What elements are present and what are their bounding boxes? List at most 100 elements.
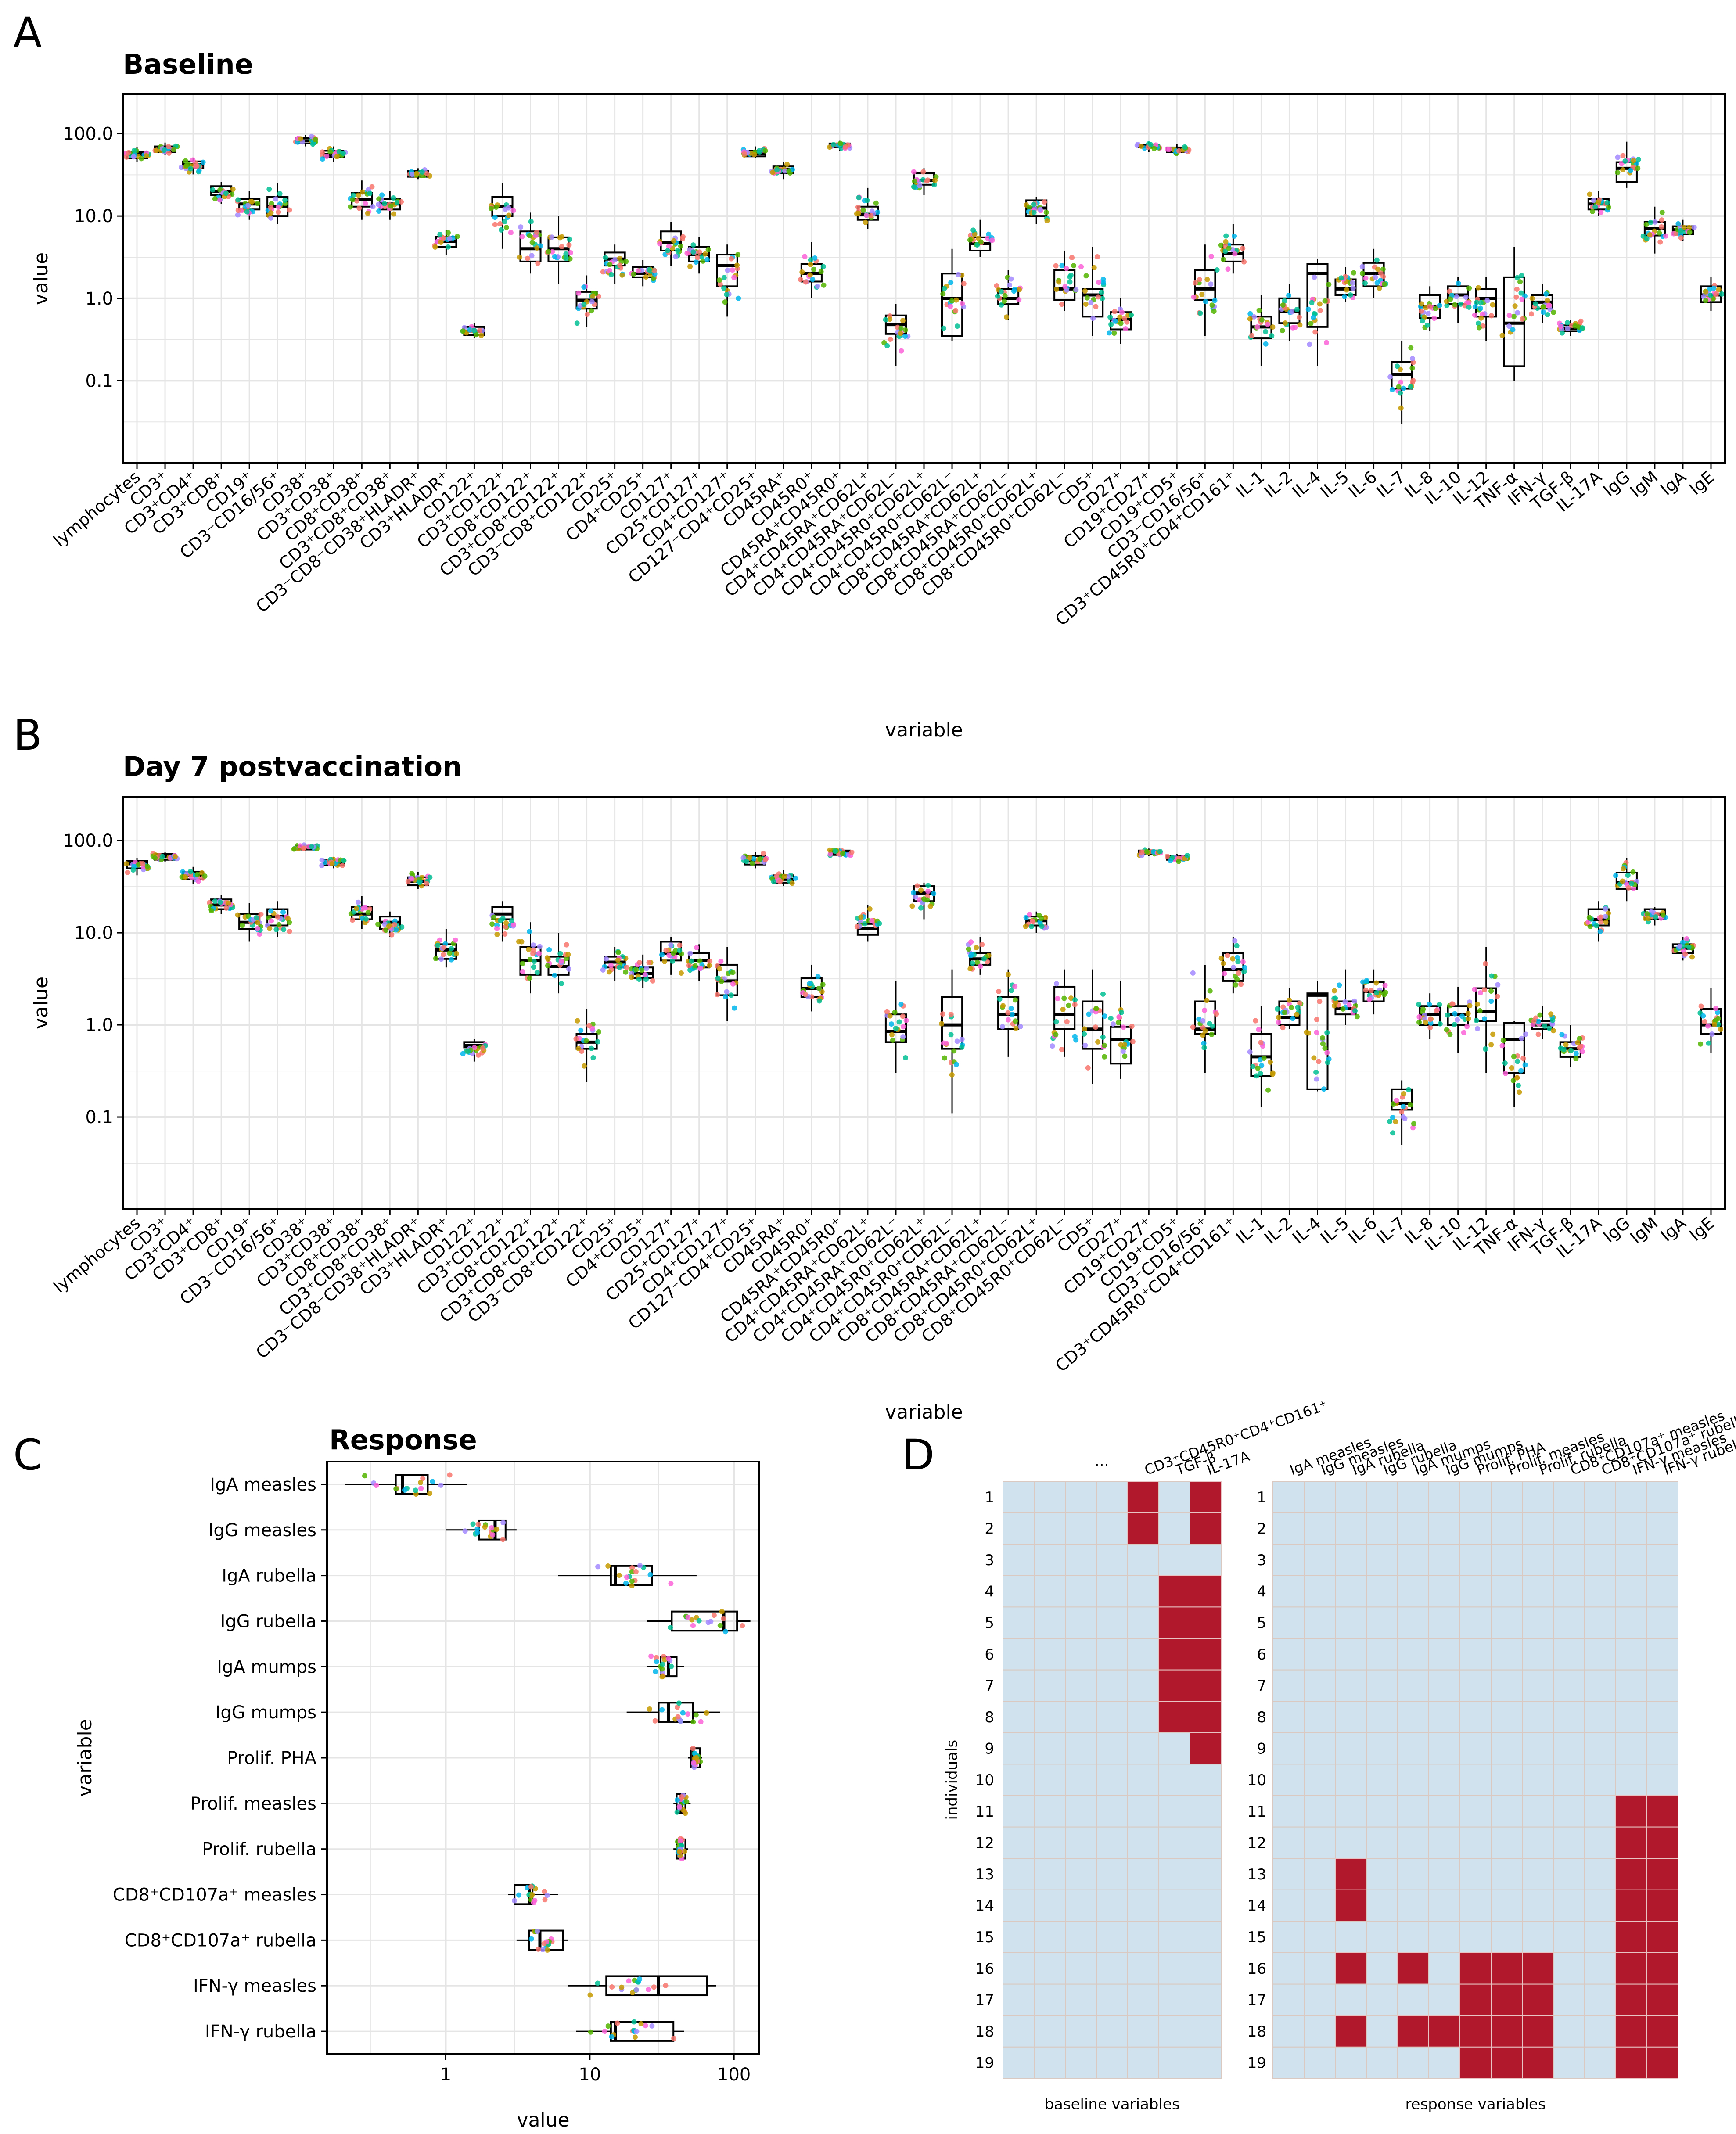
data-point [258, 911, 264, 917]
data-point [722, 299, 728, 305]
heatmap-cell-off [1096, 1606, 1128, 1639]
data-point [369, 184, 375, 190]
data-point [924, 178, 930, 184]
heatmap-cell-off [1522, 1575, 1554, 1608]
data-point [784, 162, 790, 167]
data-point [1263, 341, 1269, 347]
data-point [676, 1700, 682, 1706]
data-point [968, 939, 974, 945]
data-point [702, 251, 708, 257]
heatmap-row-label: 7 [1257, 1677, 1266, 1695]
y-tick-label: Prolif. rubella [202, 1839, 316, 1860]
data-point [989, 237, 995, 243]
data-point [447, 236, 453, 241]
heatmap-cell-off [1522, 1638, 1554, 1671]
data-point [1094, 254, 1100, 259]
heatmap-cell-off [1397, 1606, 1429, 1639]
data-point [1120, 1049, 1126, 1054]
data-point [1223, 239, 1229, 244]
data-point [888, 1021, 894, 1027]
heatmap-cell-off [1553, 1575, 1585, 1608]
heatmap-cell-off [1397, 1826, 1429, 1859]
data-point [736, 295, 741, 301]
data-point [545, 963, 550, 969]
data-point [275, 914, 280, 920]
data-point [966, 946, 971, 952]
heatmap-row-label: 12 [1247, 1834, 1266, 1852]
data-point [970, 227, 976, 233]
data-point [1703, 289, 1709, 295]
heatmap-cell-off [1397, 1983, 1429, 2016]
heatmap-cell-on [1522, 2015, 1554, 2048]
data-point [1509, 1065, 1514, 1071]
data-point [248, 198, 254, 204]
heatmap-cell-off [1491, 1764, 1523, 1796]
heatmap-cell-on [1459, 2046, 1492, 2079]
data-point [600, 269, 606, 275]
heatmap-cell-on [1127, 1481, 1159, 1513]
data-point [931, 891, 937, 896]
data-point [1008, 276, 1014, 282]
heatmap-cell-off [1003, 1732, 1035, 1765]
data-point [1350, 280, 1355, 286]
heatmap-cell-off [1335, 1606, 1367, 1639]
data-point [1518, 290, 1524, 296]
data-point [1514, 275, 1520, 280]
heatmap-cell-off [1272, 1921, 1305, 1953]
data-point [462, 1528, 468, 1534]
data-point [1434, 1008, 1439, 1013]
data-point [1165, 146, 1170, 152]
panel-title-C: Response [329, 1424, 477, 1456]
data-point [675, 1797, 680, 1803]
y-tick-label: IgA mumps [217, 1657, 316, 1677]
data-point [902, 327, 908, 333]
heatmap-cell-on [1335, 1889, 1367, 1922]
data-point [1437, 1002, 1442, 1007]
data-point [1255, 1065, 1261, 1071]
heatmap-cell-off [1584, 1921, 1616, 1953]
data-point [1374, 257, 1380, 263]
heatmap-cell-off [1522, 1889, 1554, 1922]
data-point [602, 2029, 607, 2034]
data-point [1373, 274, 1378, 280]
data-point [1419, 301, 1424, 307]
data-point [1506, 323, 1512, 329]
x-tick-label: IgA [1657, 1213, 1689, 1245]
data-point [1657, 230, 1662, 236]
data-point [409, 876, 415, 882]
data-point [541, 1941, 547, 1947]
data-point [862, 921, 868, 927]
data-point [376, 201, 381, 207]
data-point [575, 1018, 580, 1024]
data-point [1483, 961, 1488, 966]
data-point [529, 1892, 535, 1897]
data-point [531, 959, 537, 964]
data-point [1452, 302, 1458, 308]
data-point [663, 1983, 669, 1988]
data-point [1447, 288, 1452, 294]
heatmap-cell-off [1428, 1669, 1460, 1702]
heatmap-cell-off [1335, 1701, 1367, 1733]
data-point [1444, 1027, 1449, 1033]
data-point [642, 972, 648, 977]
heatmap-cell-off [1158, 2015, 1190, 2048]
data-point [803, 279, 809, 285]
data-point [815, 974, 821, 980]
heatmap-cell-off [1304, 1826, 1336, 1859]
heatmap-cell-off [1304, 1795, 1336, 1828]
data-point [255, 920, 260, 925]
data-point [1055, 996, 1060, 1002]
data-point [245, 913, 251, 919]
data-point [636, 976, 642, 982]
data-point [1713, 1006, 1719, 1011]
data-point [277, 191, 283, 197]
data-point [898, 1002, 904, 1007]
data-point [808, 257, 813, 263]
data-point [694, 945, 700, 951]
heatmap-cell-off [1459, 1889, 1492, 1922]
heatmap-cell-off [1272, 1858, 1305, 1890]
data-point [1100, 991, 1106, 997]
data-point [1577, 1045, 1582, 1050]
heatmap-cell-on [1615, 2046, 1647, 2079]
data-point [1320, 1035, 1326, 1041]
